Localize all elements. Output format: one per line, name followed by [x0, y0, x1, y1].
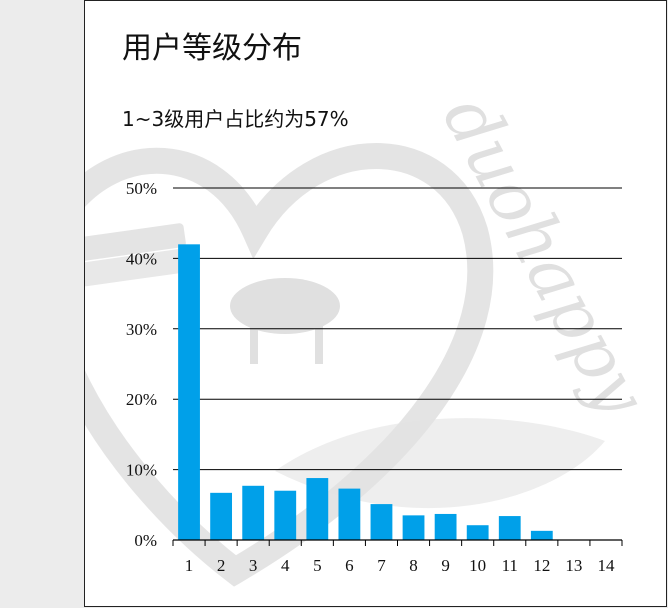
slide: duohappy 用户等级分布 1~3级用户占比约为57% 0% 10% 20% 30… — [84, 0, 667, 607]
y-tick-label: 30% — [126, 320, 157, 339]
x-tick-label: 5 — [313, 556, 322, 575]
x-tick-label: 11 — [502, 556, 518, 575]
bar-4 — [274, 490, 297, 540]
y-tick-label: 40% — [126, 249, 157, 268]
x-tick-label: 4 — [281, 556, 290, 575]
bar-8 — [402, 515, 425, 540]
x-tick-label: 13 — [565, 556, 582, 575]
bar-3 — [242, 485, 265, 540]
bar-9 — [434, 513, 457, 540]
bar-7 — [370, 504, 393, 540]
x-tick-label: 7 — [377, 556, 386, 575]
x-tick-label: 1 — [185, 556, 194, 575]
watermark-logo: duohappy — [85, 83, 663, 587]
bar-5 — [306, 478, 329, 540]
bar-11 — [498, 516, 521, 540]
x-tick-label: 12 — [533, 556, 550, 575]
bar-10 — [466, 525, 489, 540]
y-tick-label: 20% — [126, 390, 157, 409]
x-tick-label: 3 — [249, 556, 258, 575]
page-title: 用户等级分布 — [122, 31, 302, 66]
y-tick-label: 10% — [126, 461, 157, 480]
x-tick-label: 14 — [597, 556, 615, 575]
bar-chart: 0%10%20%30%40%50% 1 2 3 4 5 6 7 8 9 10 11 12 13 14 — [126, 179, 623, 575]
y-tick-label: 50% — [126, 179, 157, 198]
page-subtitle: 1~3级用户占比约为57% — [122, 107, 349, 131]
bar-12 — [530, 530, 553, 540]
x-tick-label: 10 — [469, 556, 486, 575]
y-tick-label: 0% — [134, 531, 157, 550]
x-tick-label: 6 — [345, 556, 354, 575]
x-tick-label: 8 — [409, 556, 418, 575]
x-tick-label: 2 — [217, 556, 226, 575]
bar-6 — [338, 488, 361, 540]
x-tick-label: 9 — [441, 556, 450, 575]
bar-2 — [210, 492, 233, 540]
bar-1 — [178, 244, 200, 540]
